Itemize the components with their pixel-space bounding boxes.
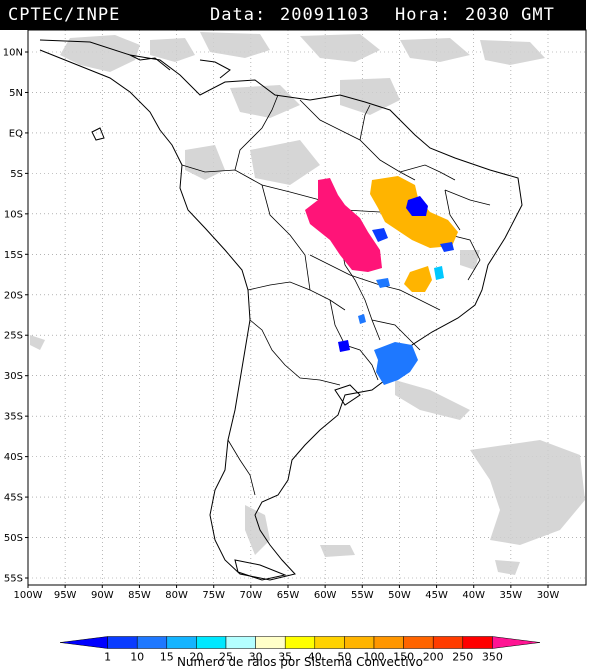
longitude-label: 85W (128, 590, 151, 601)
legend-color-box (196, 636, 227, 649)
longitude-label: 60W (314, 590, 337, 601)
legend-title: Numero de raios por Sistema Convectivo (176, 655, 424, 669)
convective-cell-blue-tiny (358, 314, 366, 324)
latitude-label: 10N (3, 48, 23, 59)
latitude-label: 35S (4, 412, 23, 423)
lightning-map: 10N5NEQ5S10S15S20S25S30S35S40S45S50S55S … (3, 29, 587, 601)
longitude-label: 40W (462, 590, 485, 601)
longitude-label: 75W (202, 590, 225, 601)
latitude-label: 30S (4, 371, 23, 382)
convective-cell-orange-south (404, 266, 432, 292)
convective-cell-blue-southwest (338, 340, 350, 352)
legend-color-box (492, 636, 541, 649)
legend-color-box (59, 636, 108, 649)
longitude-label: 55W (351, 590, 374, 601)
latitude-label: 5S (10, 169, 23, 180)
legend-value-label: 20 (189, 651, 203, 664)
legend-color-box (255, 636, 286, 649)
legend-color-box (314, 636, 345, 649)
longitude-label: 65W (277, 590, 300, 601)
legend-color-box (432, 636, 464, 649)
legend-color-box (225, 636, 256, 649)
source-label: CPTEC/INPE (8, 5, 121, 25)
longitude-label: 30W (537, 590, 560, 601)
legend-color-box (284, 636, 316, 649)
convective-cell-blue-east (440, 242, 454, 252)
legend-value-label: 25 (219, 651, 233, 664)
longitude-label: 70W (240, 590, 263, 601)
latitude-label: 25S (4, 331, 23, 342)
legend-value-label: 200 (423, 651, 444, 664)
legend-value-label: 1 (104, 651, 111, 664)
latitude-labels: 10N 5N EQ 5S 10S 15S 20S 25S 30S 35S 40S 45S 50S 55S (3, 48, 28, 585)
legend-value-label: 15 (160, 651, 174, 664)
legend-color-box (373, 636, 404, 649)
convective-cell-cyan (434, 266, 444, 280)
legend-color-box (166, 636, 197, 649)
legend-color-box (136, 636, 168, 649)
date-label: Data: (210, 5, 267, 25)
legend-value-label: 35 (278, 651, 292, 664)
legend-value-label: 10 (130, 651, 144, 664)
latitude-label: 10S (4, 209, 23, 220)
date-value: 20091103 (280, 5, 370, 25)
legend-color-box (344, 636, 375, 649)
longitude-label: 80W (165, 590, 188, 601)
graticule (28, 30, 586, 585)
latitude-label: 15S (4, 250, 23, 261)
cloud-cover (30, 32, 585, 575)
latitude-label: 40S (4, 452, 23, 463)
legend-value-label: 250 (452, 651, 473, 664)
longitude-label: 35W (500, 590, 523, 601)
longitude-label: 100W (14, 590, 43, 601)
time-value: 2030 GMT (465, 5, 555, 25)
title-bar: CPTEC/INPE Data: 20091103 Hora: 2030 GMT (0, 0, 586, 30)
longitude-labels: 100W 95W 90W 85W 80W 75W 70W 65W 60W 55W 50W 45W 40W… (14, 585, 560, 601)
latitude-label: 5N (9, 88, 23, 99)
map-background (27, 29, 587, 586)
longitude-label: 95W (54, 590, 77, 601)
color-legend: 1 10 15 20 25 30 35 40 50 100 150 200 250 350 (59, 636, 541, 664)
legend-value-label: 150 (393, 651, 414, 664)
legend-value-label: 100 (364, 651, 385, 664)
latitude-label: 50S (4, 533, 23, 544)
coastlines (39, 39, 523, 581)
latitude-label: 45S (4, 493, 23, 504)
convective-cell-blue-mid (376, 278, 390, 288)
latitude-label: 20S (4, 290, 23, 301)
convective-cell-blue-small (372, 228, 388, 242)
latitude-label: EQ (9, 128, 23, 139)
legend-color-box (462, 636, 493, 649)
convective-cell-magenta (305, 178, 382, 272)
longitude-label: 45W (425, 590, 448, 601)
convective-cell-blue-center (406, 196, 428, 216)
legend-value-label: 30 (249, 651, 263, 664)
longitude-label: 50W (388, 590, 411, 601)
convective-cell-blue-southeast (374, 342, 418, 385)
legend-color-box (403, 636, 434, 649)
time-label: Hora: (395, 5, 452, 25)
legend-value-label: 50 (337, 651, 351, 664)
latitude-label: 55S (4, 574, 23, 585)
longitude-label: 90W (91, 590, 114, 601)
legend-color-box (107, 636, 138, 649)
legend-value-label: 40 (308, 651, 322, 664)
convective-systems (305, 176, 458, 385)
legend-value-label: 350 (482, 651, 503, 664)
